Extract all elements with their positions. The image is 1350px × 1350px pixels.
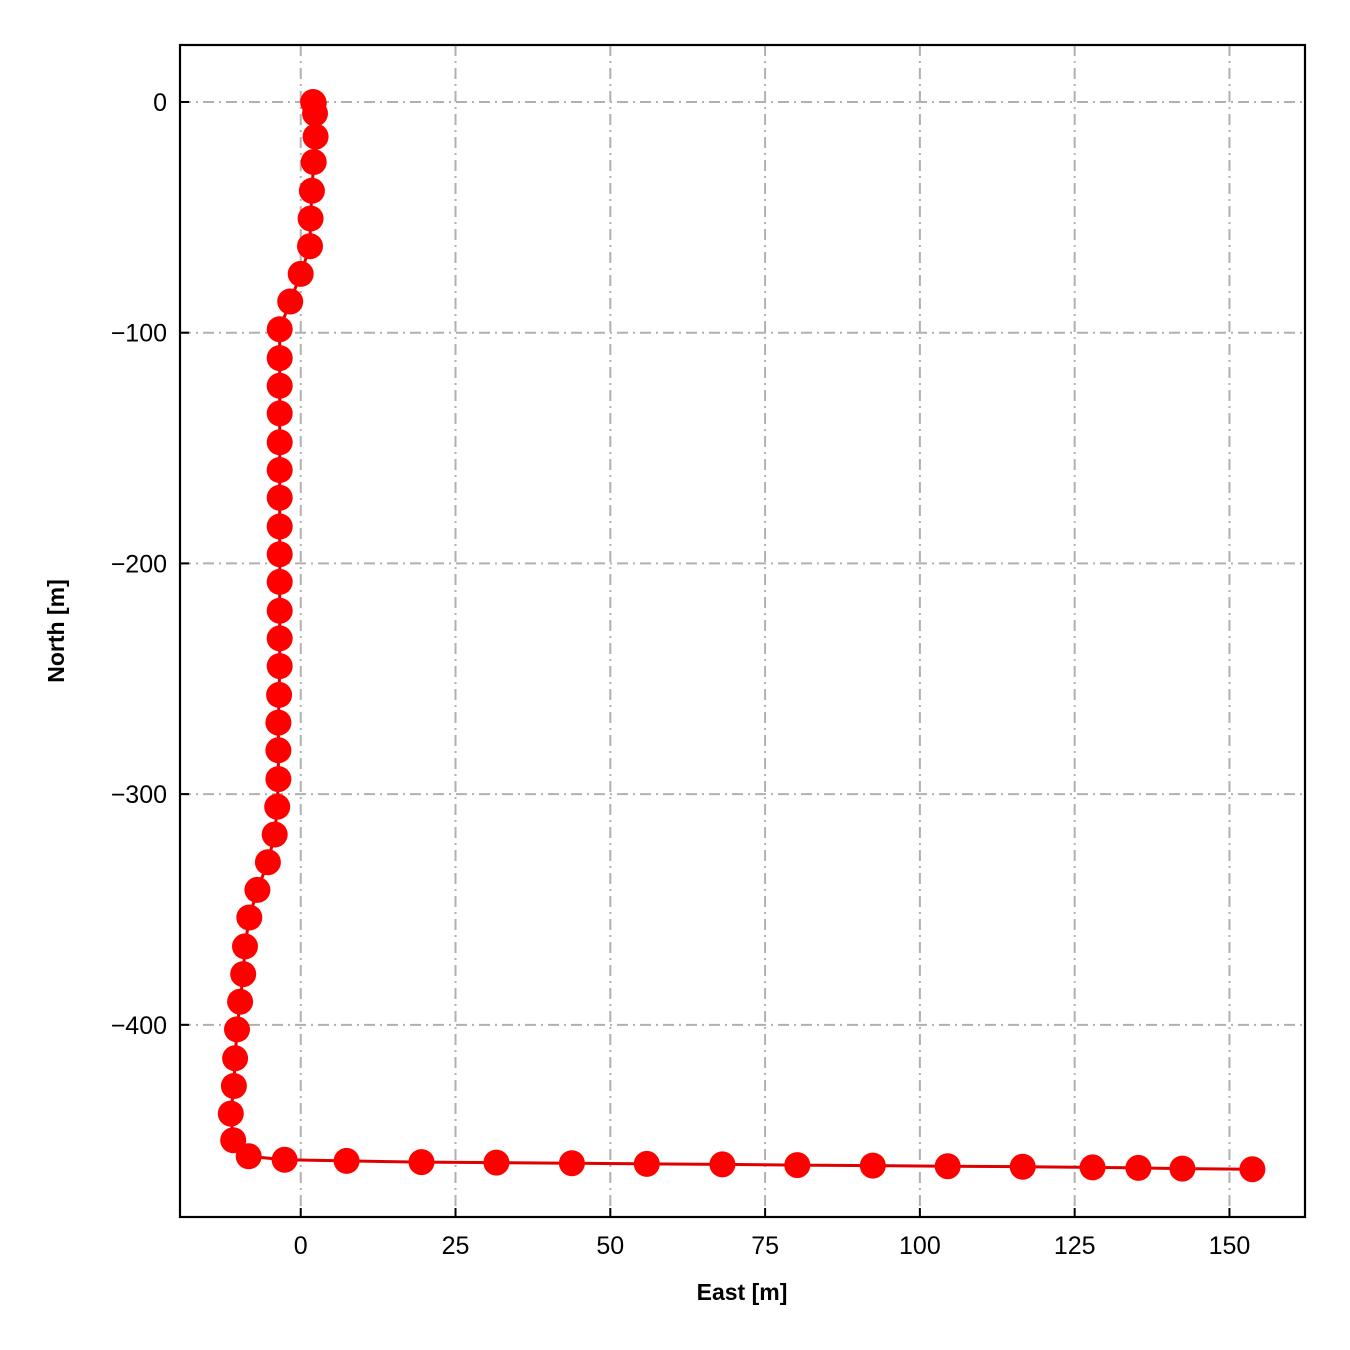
data-point [934,1153,961,1180]
data-point [235,1143,262,1170]
data-point [1239,1156,1266,1183]
x-tick-label: 25 [442,1232,470,1260]
axis-tick-labels: 0 25 50 75 100 125 150 0 −100 −200 −300 −400 [111,89,1251,1260]
data-point [298,177,325,204]
data-point [1009,1153,1036,1180]
x-tick-label: 150 [1209,1232,1251,1260]
data-point [709,1151,736,1178]
data-point [483,1149,510,1176]
data-point [1079,1154,1106,1181]
axis-ticks [180,100,1231,1217]
data-point [227,988,254,1015]
x-tick-label: 50 [596,1232,624,1260]
x-tick-label: 75 [751,1232,779,1260]
y-tick-label: −200 [111,550,167,578]
data-point [266,484,293,511]
data-point [266,541,293,568]
data-point [266,429,293,456]
data-point [266,625,293,652]
data-point [220,1073,247,1099]
data-point [222,1045,249,1072]
x-tick-label: 0 [294,1232,308,1260]
data-point [558,1150,585,1177]
data-point [217,1100,244,1127]
data-point [261,821,288,848]
data-point [287,260,314,287]
data-point [297,233,323,260]
data-point [265,709,292,736]
x-tick-label: 100 [899,1232,941,1260]
data-point [266,513,293,540]
data-point [266,372,293,399]
data-point [300,149,327,175]
data-point [266,345,293,372]
data-point [1125,1154,1152,1181]
data-point [633,1150,660,1177]
y-tick-label: −100 [111,320,167,348]
y-tick-label: −400 [111,1012,167,1040]
data-point [266,568,293,595]
data-point [265,737,292,764]
y-axis-label: North [m] [43,579,69,682]
series-group [217,89,1266,1183]
data-point [1169,1155,1196,1182]
data-point [236,904,263,931]
data-point [271,1146,298,1173]
data-point [224,1016,250,1043]
x-axis-label: East [m] [697,1279,788,1305]
plot-frame [178,43,1307,1219]
data-point [266,316,293,343]
data-point [244,876,271,903]
y-tick-label: −300 [111,781,167,809]
data-point [254,849,281,876]
data-point [266,597,293,624]
data-point [220,1127,247,1154]
data-point [266,681,293,708]
data-point [784,1152,811,1179]
data-point [333,1147,360,1174]
y-tick-label: 0 [153,89,167,117]
data-point [859,1152,886,1179]
data-point [297,205,324,232]
data-point [230,961,257,988]
data-point [264,793,291,820]
grid-lines [180,45,1305,1217]
data-point [302,123,329,150]
data-point [266,400,293,427]
data-point [266,653,293,680]
data-point [266,457,293,483]
data-point [265,766,292,793]
data-point [277,288,304,315]
data-point [302,100,328,127]
data-point [408,1149,435,1176]
data-point [232,933,258,960]
plot-background [180,45,1305,1217]
x-tick-label: 125 [1054,1232,1096,1260]
